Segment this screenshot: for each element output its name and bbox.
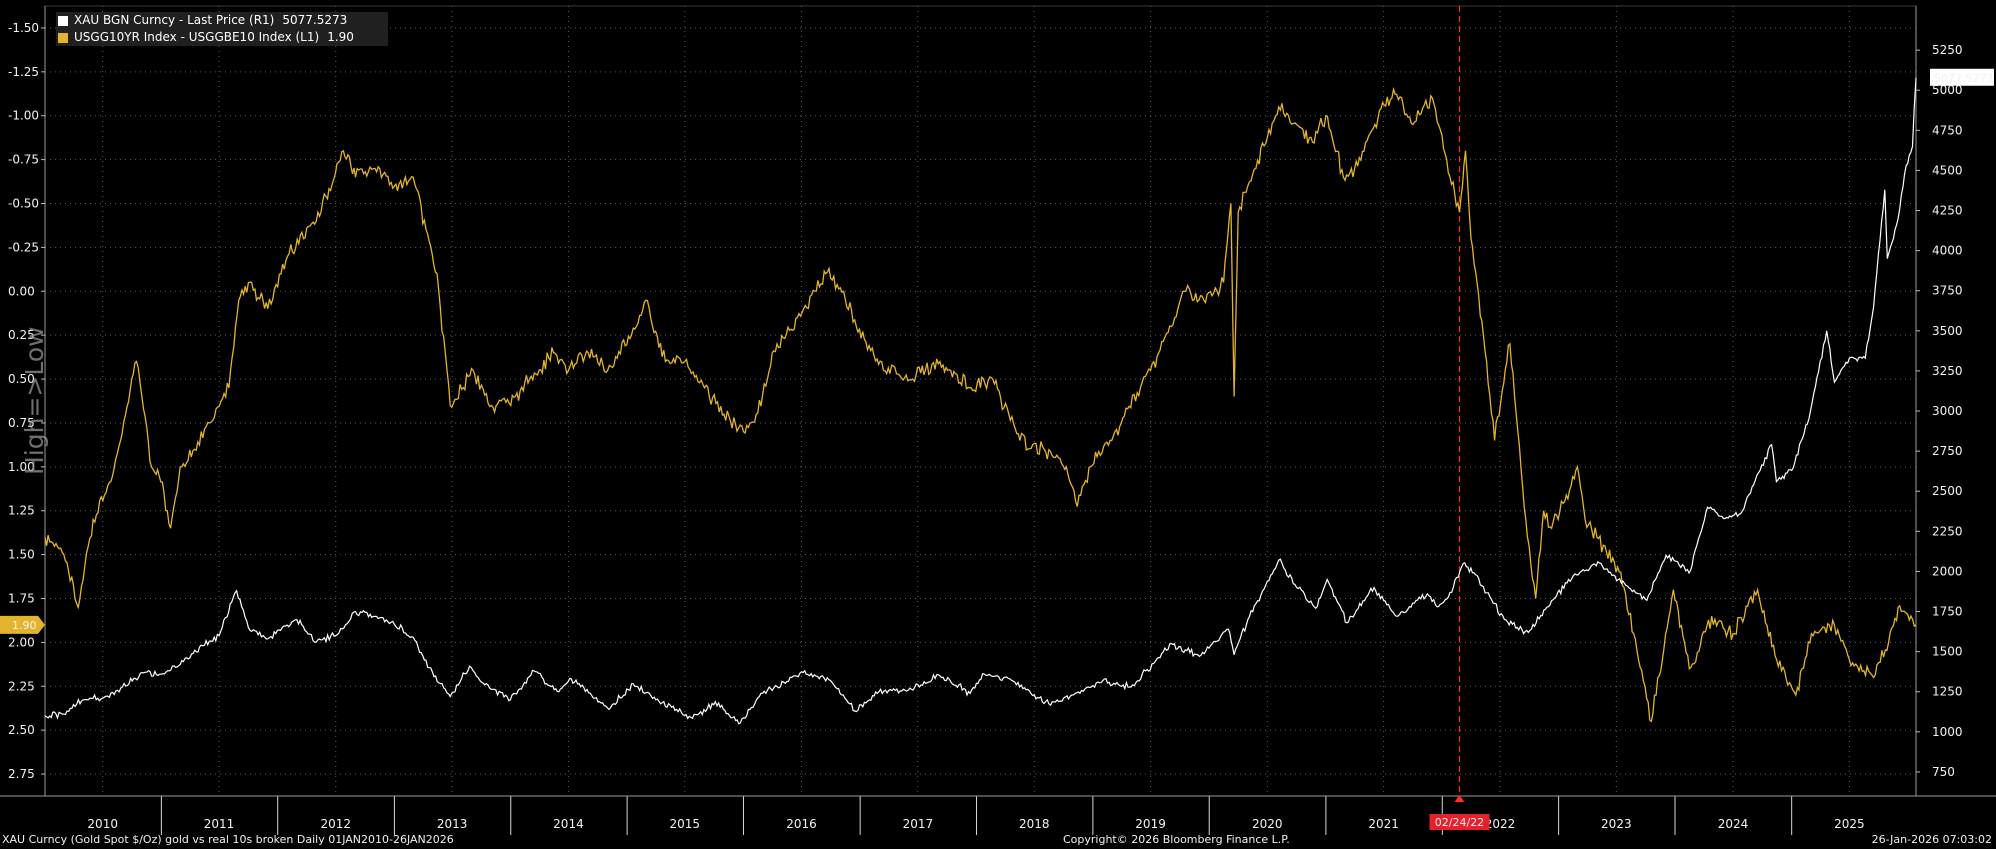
legend-label-spread: USGG10YR Index - USGGBE10 Index (L1) [74,30,320,44]
footer-security-description: XAU Curncy (Gold Spot $/Oz) gold vs real… [2,833,454,846]
x-tick-label: 2016 [786,817,817,831]
legend-swatch-gold [58,15,68,26]
left-tick-label: -0.50 [8,197,39,211]
right-tick-label: 3000 [1932,404,1963,418]
event-date-pointer [1454,795,1465,802]
x-tick-label: 2020 [1252,817,1283,831]
legend-item-gold: XAU BGN Curncy - Last Price (R1) 5077.52… [56,12,388,29]
right-tick-label: 750 [1932,765,1955,779]
x-tick-label: 2015 [670,817,701,831]
x-tick-label: 2022 [1485,817,1516,831]
left-tick-label: 2.50 [8,723,35,737]
last-value-tag-spread: 1.90 [0,615,45,634]
right-tick-label: 5250 [1932,43,1963,57]
right-tick-label: 4750 [1932,123,1963,137]
event-date-label: 02/24/22 [1435,816,1484,829]
right-tick-label: 2750 [1932,444,1963,458]
left-tick-label: 0.50 [8,372,35,386]
right-tick-label: 1250 [1932,685,1963,699]
event-date-tag: 02/24/22 [1429,795,1490,830]
left-tick-label: -0.75 [8,153,39,167]
right-tick-label: 2500 [1932,484,1963,498]
chart-legend: XAU BGN Curncy - Last Price (R1) 5077.52… [56,12,388,46]
right-axis-ticks: 750 1000 1250 1500 1750 2000 2250 2500 2750 3000 3… [1916,43,1963,779]
right-tick-label: 1500 [1932,645,1963,659]
high-low-watermark: High=>Low [20,326,49,475]
x-tick-label: 2010 [87,817,118,831]
right-tick-label: 4500 [1932,163,1963,177]
left-tick-label: 1.75 [8,592,35,606]
right-tick-label: 1000 [1932,725,1963,739]
left-tick-label: 0.00 [8,284,35,298]
right-tick-label: 2000 [1932,564,1963,578]
x-tick-label: 2023 [1601,817,1632,831]
x-tick-label: 2013 [437,817,468,831]
footer-timestamp: 26-Jan-2026 07:03:02 [1871,833,1992,846]
legend-swatch-spread [58,32,68,43]
series-line-real-yield [44,86,1917,723]
footer-copyright: Copyright© 2026 Bloomberg Finance L.P. [1063,833,1290,846]
plot-frame [44,5,1917,797]
x-tick-label: 2017 [903,817,934,831]
left-axis-ticks: -1.50 -1.25 -1.00 -0.75 -0.50 -0.25 0.00 0.25 0.… [8,21,45,781]
series-line-gold-price [44,77,1917,725]
right-tick-label: 3750 [1932,284,1963,298]
x-tick-label: 2018 [1019,817,1050,831]
left-tick-label: 1.25 [8,504,35,518]
x-tick-label: 2012 [320,817,351,831]
legend-value-spread: 1.90 [327,30,354,44]
right-tick-label: 5000 [1932,83,1963,97]
right-tick-label: 1750 [1932,605,1963,619]
last-value-tag-gold: 5077.5273 [1930,68,1994,86]
right-tick-label: 2250 [1932,524,1963,538]
left-tick-label: 2.00 [8,635,35,649]
last-value-tag-gold-bg [1930,68,1994,86]
last-value-gold: 5077.5273 [1934,72,1994,85]
x-tick-label: 2021 [1368,817,1399,831]
x-tick-label: 2019 [1135,817,1166,831]
grid-lines [44,5,1917,797]
event-date-tag-bg [1429,814,1490,830]
right-tick-label: 4250 [1932,204,1963,218]
year-dividers [0,6,1996,835]
right-tick-label: 3500 [1932,324,1963,338]
x-axis-ticks: 2010 2011 2012 2013 2014 2015 2016 2017 2018 2019… [87,817,1864,831]
legend-item-spread: USGG10YR Index - USGGBE10 Index (L1) 1.9… [56,29,388,46]
left-tick-label: 0.25 [8,328,35,342]
left-tick-label: 0.75 [8,416,35,430]
x-tick-label: 2011 [204,817,235,831]
x-tick-label: 2025 [1834,817,1865,831]
legend-label-gold: XAU BGN Curncy - Last Price (R1) [74,13,275,27]
left-tick-label: 2.25 [8,679,35,693]
left-tick-label: 1.50 [8,548,35,562]
x-tick-label: 2014 [553,817,584,831]
left-tick-label: -0.25 [8,240,39,254]
last-value-spread: 1.90 [12,619,37,632]
right-tick-label: 3250 [1932,364,1963,378]
left-tick-label: 1.00 [8,460,35,474]
legend-value-gold: 5077.5273 [282,13,348,27]
right-tick-label: 4000 [1932,244,1963,258]
left-tick-label: 2.75 [8,767,35,781]
x-tick-label: 2024 [1718,817,1749,831]
last-value-tag-spread-bg [0,615,45,634]
left-tick-label: -1.00 [8,109,39,123]
left-tick-label: -1.25 [8,65,39,79]
left-tick-label: -1.50 [8,21,39,35]
